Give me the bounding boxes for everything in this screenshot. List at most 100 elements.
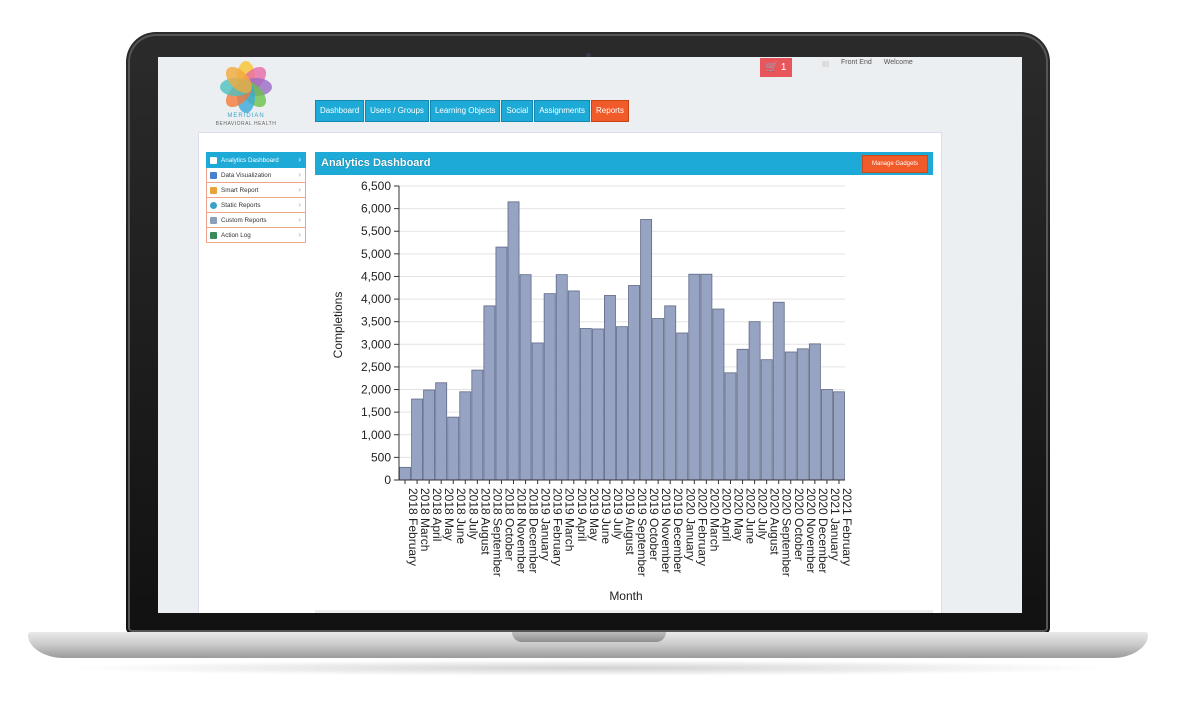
x-tick-label: 2018 November (515, 488, 529, 573)
tab-social[interactable]: Social (501, 100, 534, 122)
bar (760, 359, 773, 481)
bar (820, 389, 833, 481)
x-tick-label: 2019 January (539, 488, 553, 561)
sidebar-item-analytics-dashboard[interactable]: Analytics Dashboard › (206, 152, 306, 168)
x-tick-label: 2018 May (442, 488, 456, 541)
welcome-link[interactable]: Welcome (883, 59, 913, 66)
chevron-right-icon: › (298, 215, 301, 224)
tab-learning-objects[interactable]: Learning Objects (429, 100, 501, 122)
bar (471, 369, 484, 481)
x-tick-label: 2019 September (635, 488, 649, 577)
panel-header: Analytics Dashboard Manage Gadgets (315, 152, 933, 175)
manage-gadgets-button[interactable]: Manage Gadgets (862, 155, 928, 173)
x-tick-label: 2018 April (430, 488, 444, 541)
log-icon (210, 231, 217, 239)
x-axis-label: Month (609, 589, 642, 603)
y-tick-label: 3,500 (361, 315, 391, 329)
x-tick-label: 2018 October (502, 488, 516, 561)
screen: MERIDIAN BEHAVIORAL HEALTH 🛒 1 Front End… (158, 57, 1022, 613)
x-tick-label: 2018 March (418, 488, 432, 551)
bar (507, 201, 520, 481)
top-links: Front End Welcome (822, 59, 913, 67)
laptop-shadow (60, 660, 1120, 676)
brand-logo-icon (220, 61, 272, 113)
bar (435, 382, 448, 481)
x-tick-label: 2019 February (551, 488, 565, 566)
bar (543, 293, 556, 481)
cart-icon: 🛒 (765, 62, 779, 73)
bar (676, 332, 689, 481)
x-tick-label: 2021 January (828, 488, 842, 561)
x-tick-label: 2019 December (671, 488, 685, 573)
x-tick-label: 2020 May (731, 488, 745, 541)
x-tick-label: 2019 May (587, 488, 601, 541)
brand-subtitle: BEHAVIORAL HEALTH (215, 121, 277, 127)
camera-icon (586, 53, 591, 58)
y-tick-label: 1,000 (361, 428, 391, 442)
bar (459, 391, 472, 481)
report-icon (210, 186, 217, 194)
y-tick-label: 500 (371, 450, 391, 464)
tab-users-groups[interactable]: Users / Groups (365, 100, 429, 122)
front-end-link[interactable]: Front End (841, 59, 872, 66)
bar (640, 219, 653, 481)
bar (772, 301, 785, 481)
bar (700, 273, 713, 481)
flag-icon (822, 61, 829, 67)
bar (688, 273, 701, 481)
bar (567, 290, 580, 481)
y-tick-label: 4,500 (361, 269, 391, 283)
completions-bar-chart: 0 500 1,000 1,500 2,000 2,500 3,000 3,500 4,000 4… (331, 179, 854, 603)
sidebar-item-action-log[interactable]: Action Log › (206, 228, 306, 243)
x-tick-label: 2020 January (683, 488, 697, 561)
x-tick-label: 2020 August (768, 488, 782, 555)
bar (833, 391, 845, 481)
sidebar-item-smart-report[interactable]: Smart Report › (206, 183, 306, 198)
chevron-right-icon: › (298, 200, 301, 209)
sidebar-item-data-visualization[interactable]: Data Visualization › (206, 168, 306, 183)
bar-chart-icon (210, 171, 217, 179)
x-tick-label: 2020 November (804, 488, 818, 573)
bar (591, 328, 604, 481)
bar (423, 389, 436, 481)
bar (447, 416, 460, 481)
y-tick-label: 2,000 (361, 383, 391, 397)
x-tick-label: 2021 February (840, 488, 854, 566)
y-tick-label: 2,500 (361, 360, 391, 374)
x-tick-label: 2018 February (406, 488, 420, 566)
x-tick-label: 2019 November (659, 488, 673, 573)
x-tick-label: 2020 October (792, 488, 806, 561)
chevron-right-icon: › (298, 185, 301, 194)
bar (736, 348, 749, 481)
laptop-base-notch (512, 632, 666, 642)
cart-button[interactable]: 🛒 1 (760, 58, 792, 77)
y-tick-label: 4,000 (361, 292, 391, 306)
x-tick-label: 2020 September (780, 488, 794, 577)
bar (519, 274, 532, 481)
bar (652, 318, 665, 481)
bar (664, 305, 677, 481)
x-tick-label: 2018 September (490, 488, 504, 577)
x-tick-label: 2020 April (719, 488, 733, 541)
x-tick-label: 2018 August (478, 488, 492, 555)
y-tick-label: 1,500 (361, 405, 391, 419)
tab-dashboard[interactable]: Dashboard (315, 100, 365, 122)
bar (495, 246, 508, 481)
y-tick-label: 5,000 (361, 247, 391, 261)
cart-count: 1 (780, 62, 787, 73)
x-tick-label: 2019 August (623, 488, 637, 555)
bar (784, 351, 797, 481)
sidebar-item-label: Custom Reports (221, 216, 267, 224)
sidebar-item-label: Static Reports (221, 201, 261, 209)
bar (616, 326, 628, 481)
sidebar-item-custom-reports[interactable]: Custom Reports › (206, 213, 306, 228)
sidebar-item-static-reports[interactable]: Static Reports › (206, 198, 306, 213)
tab-reports[interactable]: Reports (591, 100, 630, 122)
panel-footer (315, 610, 933, 613)
y-tick-label: 6,500 (361, 179, 391, 193)
tab-assignments[interactable]: Assignments (534, 100, 591, 122)
x-tick-label: 2020 March (707, 488, 721, 551)
sidebar-item-label: Action Log (221, 231, 251, 239)
brand-name: MERIDIAN (227, 113, 265, 119)
